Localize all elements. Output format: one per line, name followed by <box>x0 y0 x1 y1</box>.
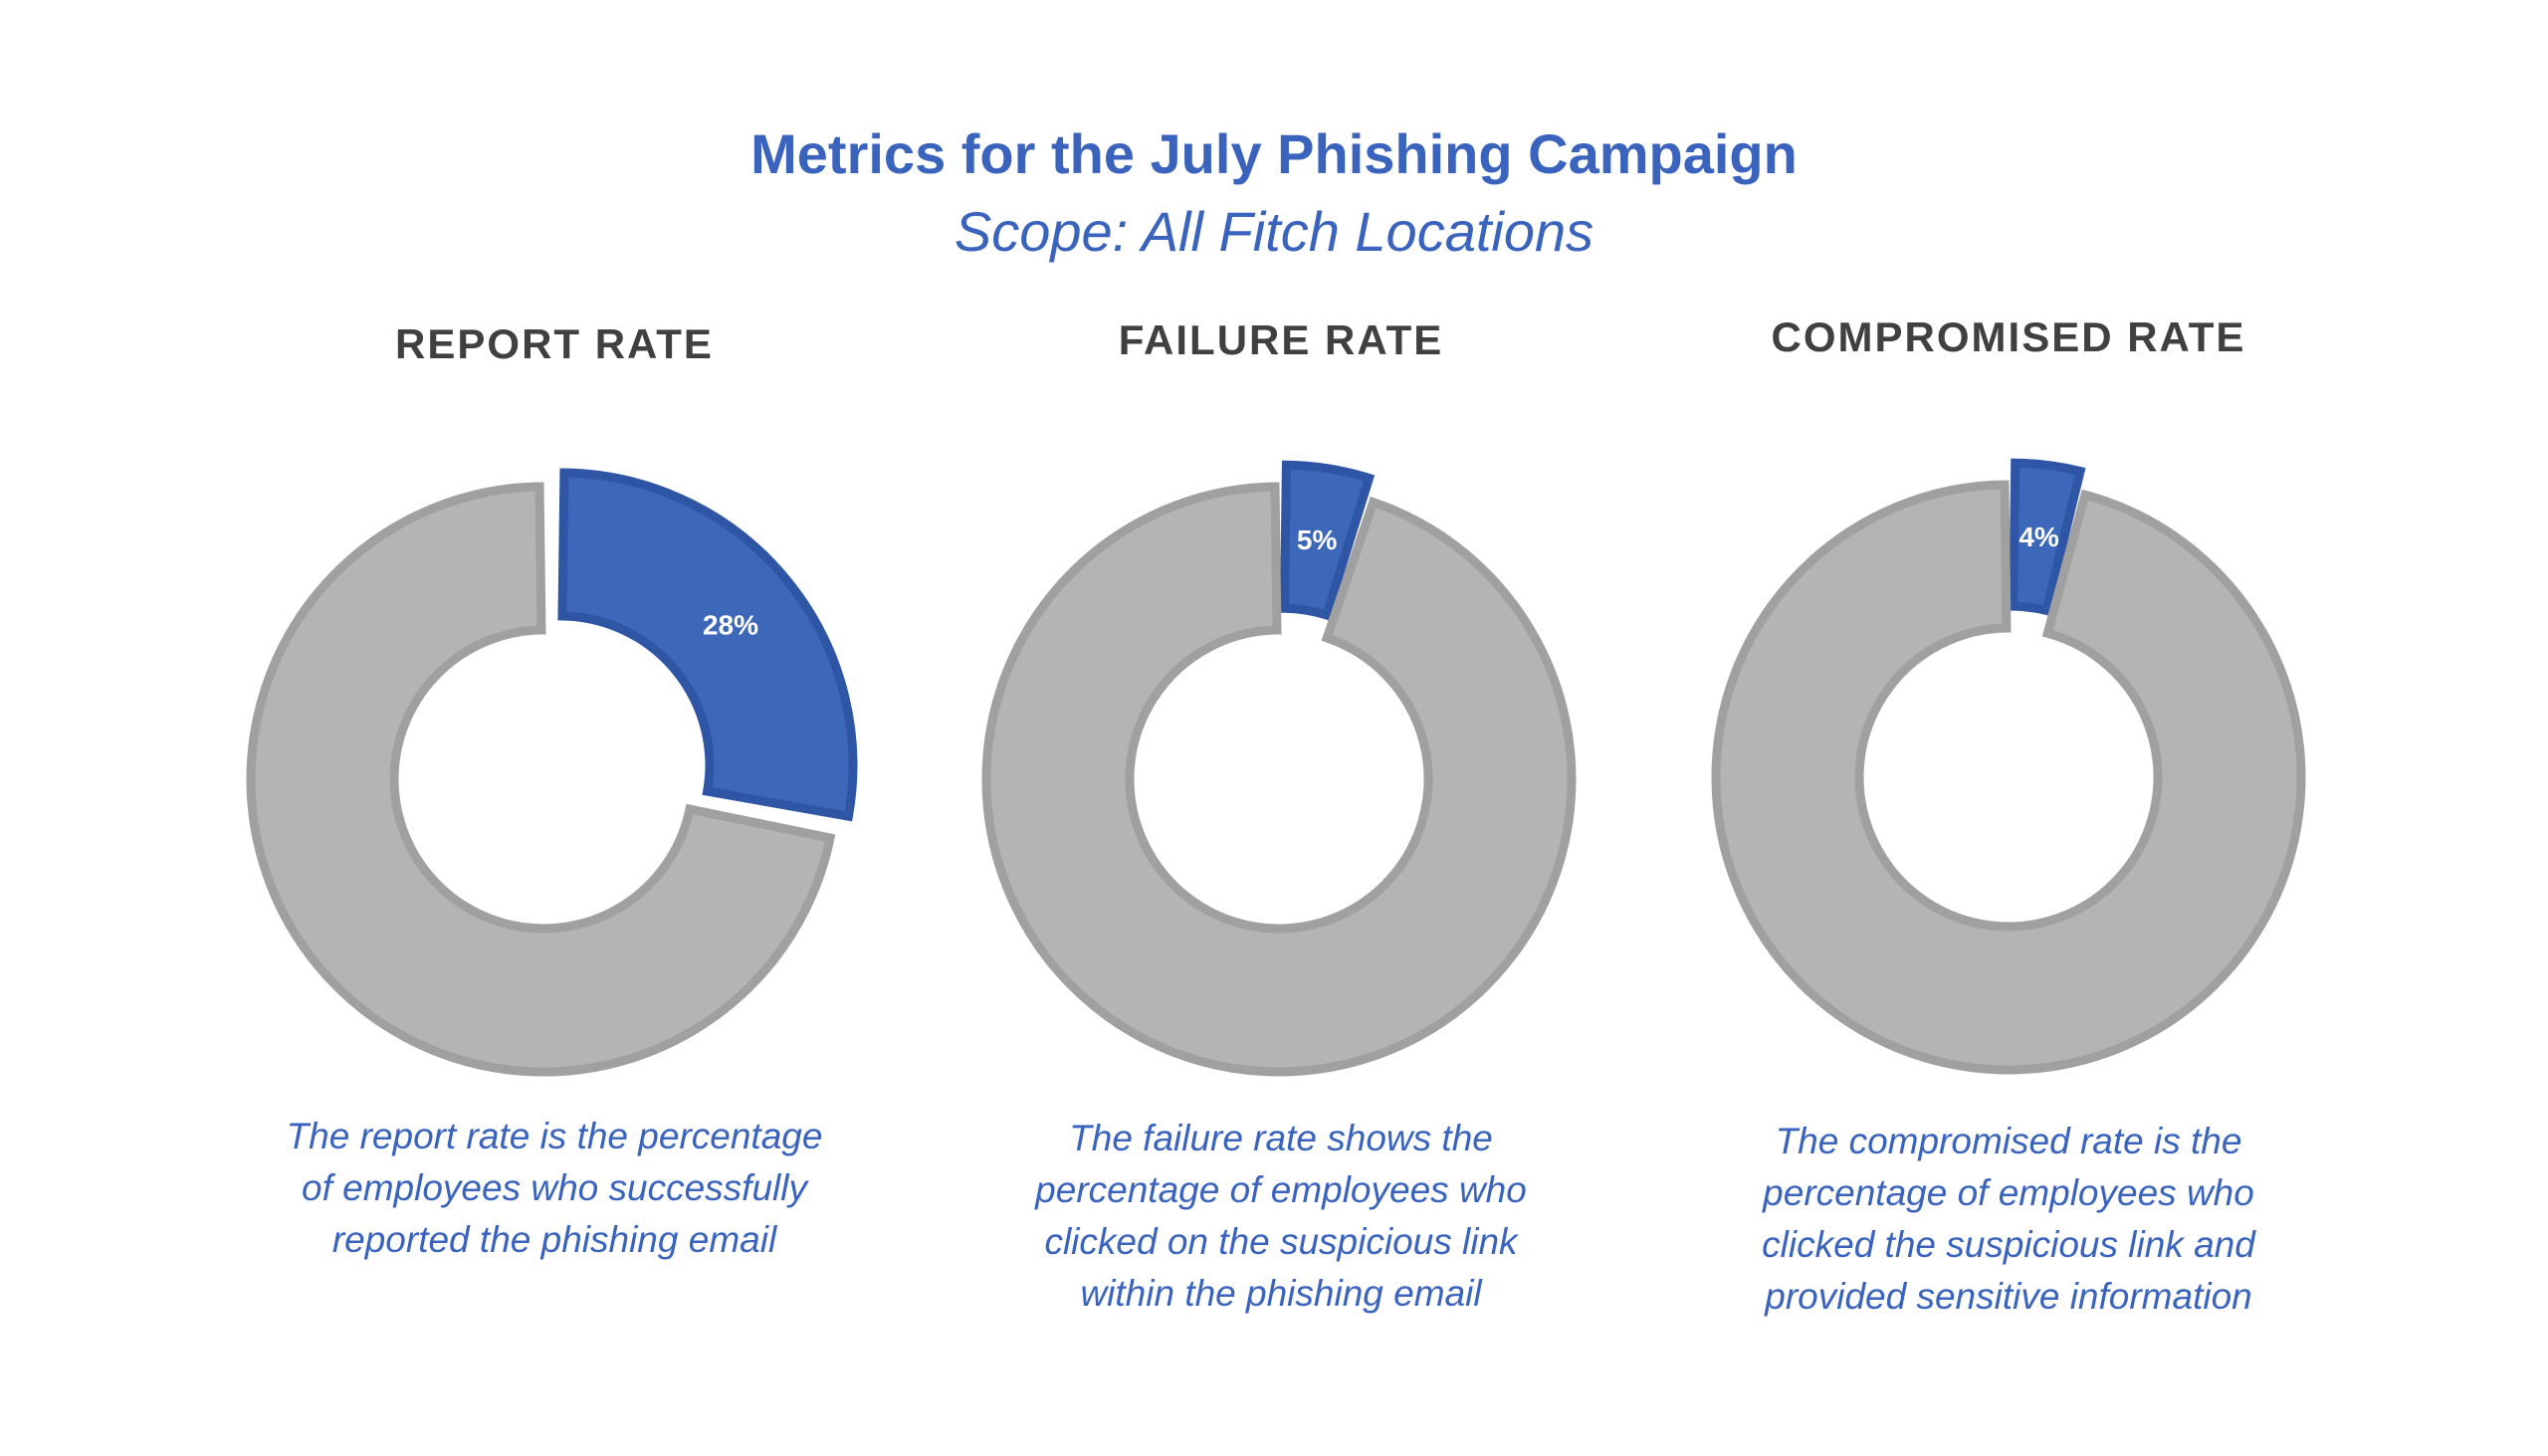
chart-title-report-rate: REPORT RATE <box>395 320 714 367</box>
donut-slice-highlight <box>557 468 858 822</box>
donut-slice-remainder <box>1711 480 2306 1075</box>
donut-slice-highlight <box>2009 458 2086 616</box>
data-label: 5% <box>1297 524 1338 555</box>
description-line: within the phishing email <box>1080 1273 1482 1314</box>
description-line: clicked the suspicious link and <box>1762 1224 2255 1265</box>
description-line: percentage of employees who <box>1035 1169 1527 1210</box>
page-title: Metrics for the July Phishing Campaign <box>750 122 1798 185</box>
description-line: clicked on the suspicious link <box>1044 1221 1518 1262</box>
data-label: 4% <box>2018 521 2059 552</box>
data-label: 28% <box>703 609 758 640</box>
donut-slice-remainder <box>981 482 1577 1077</box>
description-line: reported the phishing email <box>331 1219 777 1260</box>
donut-slice-highlight <box>1279 460 1376 621</box>
description-line: provided sensitive information <box>1765 1276 2252 1317</box>
description-line: The report rate is the percentage <box>286 1116 823 1156</box>
chart-title-failure-rate: FAILURE RATE <box>1118 316 1444 363</box>
chart-title-compromised-rate: COMPROMISED RATE <box>1771 313 2246 360</box>
description-line: of employees who successfully <box>302 1167 807 1208</box>
page-subtitle: Scope: All Fitch Locations <box>954 200 1594 263</box>
description-compromised-rate: The compromised rate is the percentage o… <box>1610 1116 2407 1323</box>
description-line: The failure rate shows the <box>1069 1118 1493 1158</box>
description-failure-rate: The failure rate shows the percentage of… <box>883 1113 1679 1320</box>
description-report-rate: The report rate is the percentage of emp… <box>156 1111 953 1266</box>
description-line: percentage of employees who <box>1763 1172 2254 1213</box>
donut-slice-remainder <box>246 482 836 1077</box>
description-line: The compromised rate is the <box>1775 1121 2242 1161</box>
